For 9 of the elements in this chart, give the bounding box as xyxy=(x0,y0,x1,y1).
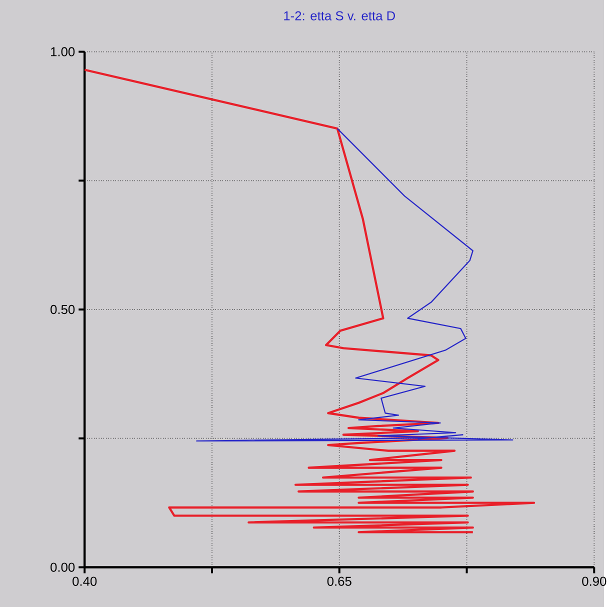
y-tick-label: 0.50 xyxy=(50,304,75,314)
x-tick-label: 0.40 xyxy=(72,576,97,586)
x-tick-label: 0.65 xyxy=(327,576,352,586)
y-tick-label: 0.00 xyxy=(50,562,75,572)
x-tick-label: 0.90 xyxy=(582,576,606,586)
y-tick-label: 1.00 xyxy=(51,47,75,56)
line-series xyxy=(84,68,536,534)
chart-title: 1-2: etta S v. etta D xyxy=(284,11,395,20)
line-series xyxy=(196,128,514,442)
